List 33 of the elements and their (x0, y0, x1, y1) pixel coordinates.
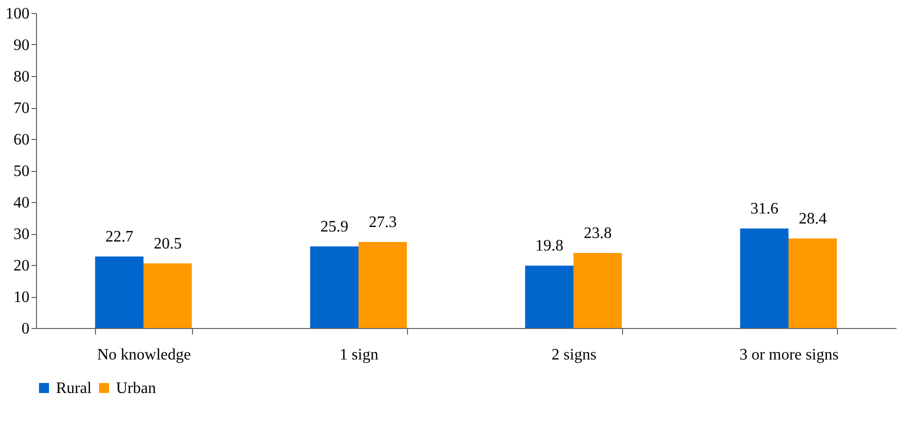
x-tick-label: 2 signs (552, 346, 596, 364)
y-tick-label: 70 (14, 100, 30, 117)
data-label: 20.5 (154, 235, 182, 252)
y-tick-label: 30 (14, 226, 30, 243)
data-label: 23.8 (584, 225, 612, 242)
bar (144, 263, 192, 328)
legend-label: Rural (56, 380, 92, 397)
y-tick-label: 20 (14, 258, 30, 274)
x-tick-label: No knowledge (97, 346, 191, 364)
y-tick-label: 10 (14, 289, 30, 306)
bar (788, 238, 837, 328)
bar (574, 253, 622, 328)
bar (95, 256, 144, 328)
x-tick-label: 3 or more signs (739, 346, 839, 364)
data-label: 22.7 (105, 228, 134, 246)
data-label: 28.4 (798, 210, 827, 228)
data-label: 31.6 (750, 200, 778, 218)
data-label: 19.8 (535, 238, 564, 255)
bar (358, 242, 407, 328)
data-label: 27.3 (368, 214, 397, 232)
bar (310, 246, 358, 328)
y-tick-label: 50 (14, 163, 30, 180)
y-tick-label: 80 (14, 68, 30, 86)
y-tick-label: 90 (14, 37, 30, 54)
data-label: 25.9 (320, 218, 348, 236)
bar (525, 266, 574, 328)
y-tick-label: 0 (22, 320, 30, 338)
y-tick-label: 100 (6, 6, 30, 22)
bar (740, 228, 788, 328)
legend-label: Urban (116, 380, 156, 397)
y-tick-label: 60 (14, 132, 30, 148)
x-tick-label: 1 sign (340, 346, 378, 364)
y-tick-label: 40 (14, 194, 30, 212)
